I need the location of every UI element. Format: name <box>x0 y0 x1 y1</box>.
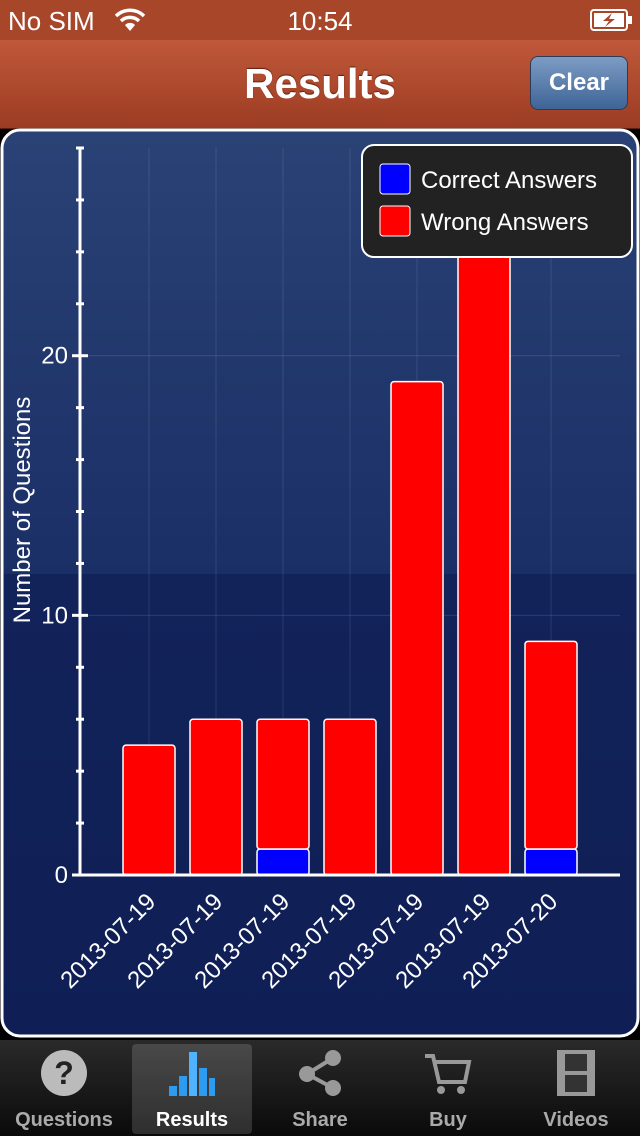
chart: Number of Questions 2013-07-192013-07-19… <box>0 128 640 1038</box>
nav-bar: Results Clear <box>0 40 640 129</box>
tab-buy[interactable]: Buy <box>388 1044 508 1134</box>
legend-swatch <box>379 205 411 237</box>
bar-segment <box>524 848 578 876</box>
battery-icon <box>590 9 632 31</box>
tab-icon <box>425 1054 472 1094</box>
tab-label: Videos <box>543 1109 609 1131</box>
tab-bar: ? Questions Results Share Buy Videos <box>0 1040 640 1136</box>
tab-share[interactable]: Share <box>260 1044 380 1134</box>
status-bar: No SIM 10:54 <box>0 0 640 40</box>
bar-segment <box>390 380 444 876</box>
y-axis-label: Number of Questions <box>9 397 36 624</box>
y-tick-label: 10 <box>41 602 68 629</box>
legend-label: Correct Answers <box>421 167 597 194</box>
nav-title: Results <box>244 60 396 107</box>
tab-icon <box>299 1050 341 1096</box>
tab-videos[interactable]: Videos <box>516 1044 636 1134</box>
y-tick-label: 0 <box>55 862 68 889</box>
svg-text:?: ? <box>54 1055 74 1091</box>
tab-icon <box>557 1050 595 1096</box>
bar-segment <box>323 718 377 876</box>
tab-questions[interactable]: ? Questions <box>4 1044 124 1134</box>
legend: Correct Answers Wrong Answers <box>361 144 633 258</box>
y-tick-label: 20 <box>41 343 68 370</box>
tab-results[interactable]: Results <box>132 1044 252 1134</box>
tab-icon <box>169 1052 215 1096</box>
tab-label: Questions <box>15 1109 113 1131</box>
clear-button[interactable]: Clear <box>530 56 628 110</box>
tab-label: Buy <box>429 1109 467 1131</box>
legend-label: Wrong Answers <box>421 209 589 236</box>
clock: 10:54 <box>287 6 353 36</box>
tab-icon: ? <box>41 1050 87 1096</box>
legend-box <box>361 144 633 258</box>
tab-label: Results <box>155 1109 229 1131</box>
bar-segment <box>189 718 243 876</box>
bar-segment <box>256 848 310 876</box>
legend-swatch <box>379 163 411 195</box>
bar-segment <box>524 640 578 850</box>
bar-segment <box>457 173 511 876</box>
bar-segment <box>256 718 310 850</box>
chart-panel: Number of Questions 2013-07-19 2013-07-19… <box>0 128 640 1038</box>
carrier: No SIM <box>8 6 95 36</box>
wifi-icon <box>114 8 146 31</box>
bar-segment <box>122 744 176 876</box>
tab-label: Share <box>292 1109 348 1131</box>
